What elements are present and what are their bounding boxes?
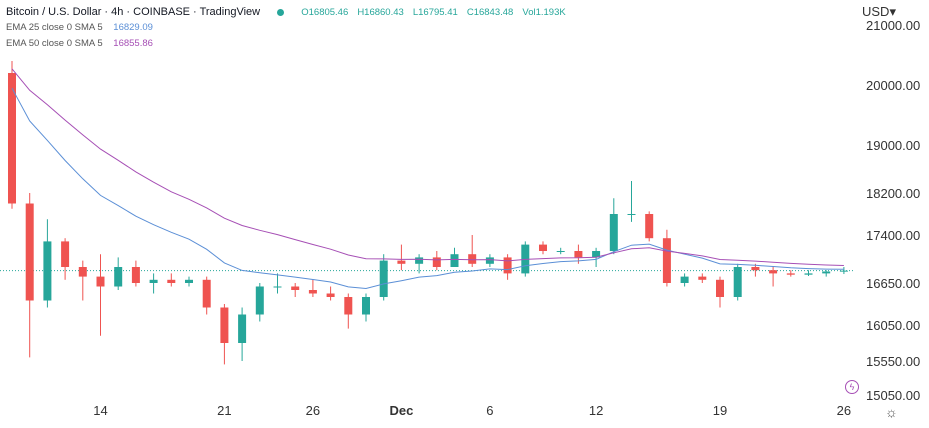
candle-body — [202, 279, 211, 308]
ohlc-low: L16795.41 — [412, 7, 458, 18]
candle-body — [326, 293, 335, 297]
candle-body — [415, 257, 424, 264]
y-tick-label: 19000.00 — [866, 138, 920, 153]
y-tick-label: 16050.00 — [866, 318, 920, 333]
candle-body — [255, 286, 264, 315]
ohlc-high: H16860.43 — [357, 7, 404, 18]
y-tick-label: 20000.00 — [866, 78, 920, 93]
candle-body — [344, 297, 353, 315]
candle-body — [468, 254, 477, 264]
currency-selector[interactable]: USD▾ — [862, 4, 896, 19]
candle-body — [627, 214, 636, 215]
candle-body — [698, 276, 707, 280]
candle-body — [645, 214, 654, 239]
candle-body — [362, 297, 370, 315]
candle-body — [574, 251, 583, 258]
candle-body — [733, 267, 742, 297]
candle-body — [185, 279, 193, 283]
x-tick-label: 14 — [93, 403, 107, 418]
x-tick-label: 26 — [837, 403, 851, 418]
y-tick-label: 17400.00 — [866, 228, 920, 243]
market-status-icon — [277, 8, 285, 16]
candle-body — [839, 270, 848, 272]
candle-body — [379, 260, 388, 297]
y-tick-label: 15050.00 — [866, 388, 920, 403]
x-tick-label: 12 — [589, 403, 603, 418]
candle-body — [556, 251, 565, 252]
ema50-label[interactable]: EMA 50 close 0 SMA 5 — [6, 38, 103, 49]
ema50-line — [11, 68, 844, 266]
candle-body — [167, 279, 176, 283]
y-tick-label: 21000.00 — [866, 18, 920, 33]
candle-body — [503, 257, 512, 274]
candle-body — [432, 257, 441, 267]
symbol-title[interactable]: Bitcoin / U.S. Dollar · 4h · COINBASE · … — [6, 6, 261, 18]
candle-body — [308, 290, 317, 294]
legend: Bitcoin / U.S. Dollar · 4h · COINBASE · … — [6, 4, 566, 52]
candle-body — [25, 203, 34, 301]
settings-gear-icon[interactable]: ☼ — [885, 404, 898, 420]
lightning-icon[interactable]: ϟ — [845, 380, 859, 394]
candle-body — [716, 279, 724, 297]
candle-body — [78, 267, 87, 277]
candle-body — [485, 257, 494, 264]
candle-body — [609, 214, 618, 251]
candle-body — [786, 273, 795, 275]
y-tick-label: 18200.00 — [866, 186, 920, 201]
candle-body — [662, 238, 671, 283]
candle-body — [539, 244, 547, 251]
candle-body — [450, 254, 459, 267]
candle-body — [131, 267, 140, 283]
candle-body — [8, 73, 16, 204]
candle-body — [238, 314, 247, 343]
ema25-value: 16829.09 — [113, 22, 153, 33]
candle-body — [114, 267, 123, 287]
candle-body — [220, 307, 229, 343]
candle-body — [592, 251, 601, 258]
y-tick-label: 15550.00 — [866, 354, 920, 369]
candle-body — [96, 276, 105, 287]
candle-body — [291, 286, 300, 290]
ohlc-close: C16843.48 — [466, 7, 514, 18]
candle-body — [61, 241, 70, 267]
candle-body — [769, 270, 778, 274]
ohlc-volume: Vol1.193K — [522, 7, 566, 18]
candle-body — [273, 286, 282, 288]
ema25-label[interactable]: EMA 25 close 0 SMA 5 — [6, 22, 103, 33]
ema50-value: 16855.86 — [113, 38, 153, 49]
candle-body — [804, 273, 813, 275]
candle-body — [751, 267, 760, 271]
currency-label: USD — [862, 4, 890, 19]
candle-body — [680, 276, 689, 283]
ohlc-open: O16805.46 — [301, 7, 349, 18]
x-tick-label: Dec — [389, 403, 413, 418]
candle-body — [43, 241, 52, 301]
ema25-line — [11, 87, 844, 290]
candle-body — [397, 260, 406, 264]
candle-body — [822, 271, 831, 274]
candle-body — [149, 279, 158, 283]
x-tick-label: 19 — [713, 403, 727, 418]
y-tick-label: 16650.00 — [866, 276, 920, 291]
x-tick-label: 26 — [306, 403, 320, 418]
x-tick-label: 6 — [486, 403, 493, 418]
x-tick-label: 21 — [217, 403, 231, 418]
